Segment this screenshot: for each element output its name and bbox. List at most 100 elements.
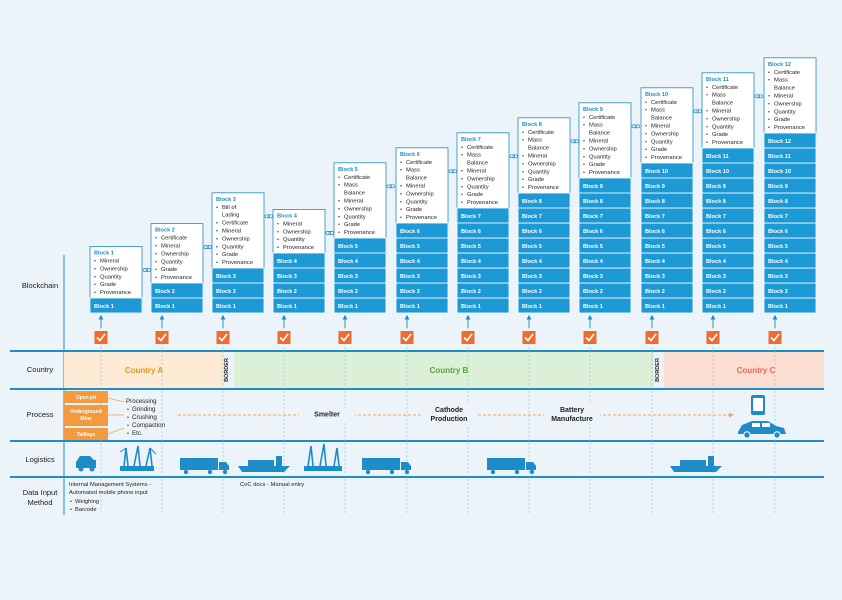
chain-block-label: Block 3: [583, 274, 603, 280]
data-input-title: CoC docs - Manual entry: [240, 482, 304, 488]
bullet-icon: •: [400, 160, 402, 166]
bullet-icon: •: [706, 132, 708, 138]
block-title: Block 6: [400, 152, 420, 158]
chain-block-label: Block 10: [706, 169, 729, 175]
chain-block-bar: [333, 237, 387, 254]
chain-link-icon: [203, 245, 212, 249]
process-steps: Smelter Cathode Production Battery Manufactu…: [299, 404, 600, 426]
dump-truck-icon: [76, 456, 96, 472]
checkmarks: [94, 315, 782, 344]
block-item: Provenance: [712, 140, 743, 146]
block-title: Block 1: [94, 251, 114, 257]
chain-block-label: Block 4: [522, 259, 543, 265]
chain-block-label: Block 7: [768, 214, 788, 220]
block-item: Mineral: [467, 169, 486, 175]
bullet-icon: •: [583, 154, 585, 160]
chain-block-label: Block 4: [400, 259, 421, 265]
chain-block-label: Block 5: [338, 244, 358, 250]
mine-type-label: Open pit: [76, 395, 97, 401]
check-icon: [277, 331, 291, 344]
mine-type-label: Tailings: [77, 432, 96, 438]
block-column-8: Block 1 Block 2 Block 3 Block 4 Block 5 Block…: [517, 117, 579, 314]
block-column-9: Block 1 Block 2 Block 3 Block 4 Block 5 Block…: [578, 102, 640, 314]
upload-arrowhead: [587, 315, 593, 320]
block-item: Quantity: [528, 169, 550, 175]
bullet-icon: •: [400, 199, 402, 205]
chain-block-label: Block 5: [768, 244, 788, 250]
block-item: Mass: [406, 168, 420, 174]
block-item: Grade: [712, 132, 728, 138]
chain-block-label: Block 2: [583, 289, 603, 295]
row-label-data-input-1: Data Input: [23, 488, 59, 497]
block-item: Certificate: [344, 175, 370, 181]
bullet-icon: •: [768, 117, 770, 123]
block-item: Ownership: [467, 176, 495, 182]
chain-block-bar: [272, 252, 326, 269]
bullet-icon: •: [216, 221, 218, 227]
block-item: Lading: [222, 213, 239, 219]
bullet-icon: •: [338, 183, 340, 189]
block-column-11: Block 1 Block 2 Block 3 Block 4 Block 5 Block…: [701, 72, 763, 314]
upload-arrowhead: [98, 315, 104, 320]
mine-type-box: [64, 428, 108, 440]
country-c-band: [664, 352, 824, 388]
chain-block-label: Block 6: [645, 229, 665, 235]
block-item: Mass: [589, 123, 603, 129]
bullet-icon: •: [216, 236, 218, 242]
chain-block-label: Block 11: [706, 154, 729, 160]
chain-block-label: Block 8: [768, 199, 788, 205]
chain-block-label: Block 1: [583, 304, 603, 310]
block-item: Mineral: [222, 229, 241, 235]
block-item: Balance: [774, 86, 795, 92]
chain-block-label: Block 1: [522, 304, 542, 310]
bullet-icon: •: [706, 116, 708, 122]
chain-block-label: Block 6: [583, 229, 603, 235]
bullet-icon: •: [94, 259, 96, 265]
upload-arrowhead: [220, 315, 226, 320]
block-item: Mineral: [774, 94, 793, 100]
data-input-item: Weighing: [75, 499, 99, 505]
bullet-icon: •: [155, 244, 157, 250]
chain-link-icon: [570, 139, 579, 144]
chain-block-label: Block 8: [706, 199, 726, 205]
bullet-icon: •: [583, 115, 585, 121]
block-title: Block 12: [768, 62, 791, 68]
block-column-7: Block 1 Block 2 Block 3 Block 4 Block 5 Block…: [456, 132, 518, 314]
country-a-band: [64, 352, 224, 388]
bullet-icon: •: [127, 423, 129, 429]
chain-block-label: Block 3: [216, 274, 236, 280]
chain-block-label: Block 4: [461, 259, 482, 265]
chain-block-label: Block 3: [522, 274, 542, 280]
block-item: Mass: [467, 153, 481, 159]
upload-arrowhead: [281, 315, 287, 320]
data-input-texts: Internal Management Systems - Automated m…: [69, 482, 304, 513]
block-item: Provenance: [283, 245, 314, 251]
chain-block-label: Block 9: [645, 184, 665, 190]
block-item: Grade: [406, 207, 422, 213]
upload-arrowhead: [710, 315, 716, 320]
bullet-icon: •: [127, 431, 129, 437]
ship-icon-1: [238, 456, 290, 472]
truck-icon-2: [362, 458, 411, 475]
processing-title: Processing: [126, 398, 157, 405]
country-b-band: [234, 352, 654, 388]
check-icon: [522, 331, 536, 344]
chain-block-label: Block 6: [400, 229, 420, 235]
chain-link-icon: [448, 169, 457, 174]
bullet-icon: •: [400, 207, 402, 213]
bullet-icon: •: [216, 260, 218, 266]
chain-block-label: Block 6: [768, 229, 788, 235]
chain-block-label: Block 11: [768, 154, 791, 160]
check-icon: [94, 331, 108, 344]
check-icon: [583, 331, 597, 344]
chain-block-label: Block 2: [768, 289, 788, 295]
block-item: Ownership: [589, 146, 617, 152]
chain-block-label: Block 5: [522, 244, 542, 250]
chain-block-label: Block 2: [645, 289, 665, 295]
process-flow-arrowhead: [729, 412, 734, 418]
upload-arrowhead: [342, 315, 348, 320]
data-input-item: Barcode: [75, 507, 97, 513]
block-item: Quantity: [712, 124, 734, 130]
chain-block-label: Block 5: [706, 244, 726, 250]
block-item: Quantity: [774, 109, 796, 115]
